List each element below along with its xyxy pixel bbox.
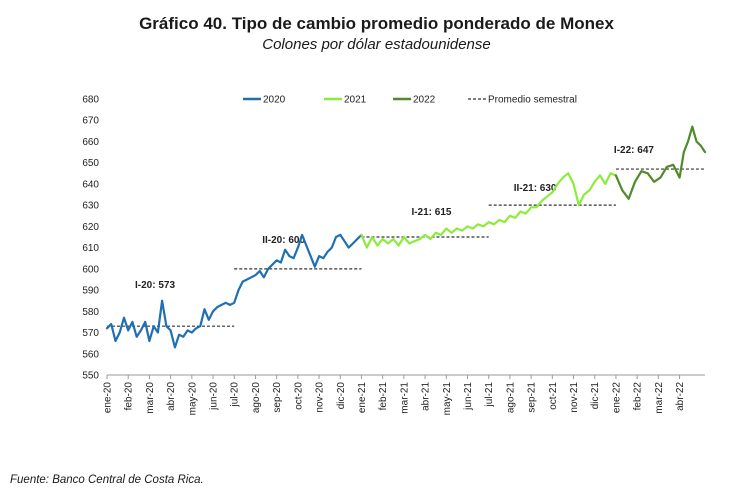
average-label: I-22: 647 bbox=[614, 145, 654, 156]
x-tick-label: abr-20 bbox=[166, 382, 177, 411]
x-tick-label: jul-20 bbox=[230, 382, 241, 408]
exchange-rate-chart: 550 560 570 580 590 600 610 620 630 640 650 660 670 6… bbox=[82, 95, 707, 416]
y-tick-label: 640 bbox=[82, 179, 99, 190]
x-tick-label: feb-20 bbox=[124, 382, 135, 411]
x-tick-label: feb-22 bbox=[633, 382, 644, 411]
x-tick-label: jun-20 bbox=[209, 382, 220, 411]
y-tick-label: 610 bbox=[82, 243, 99, 254]
title-number: Gráfico 40. bbox=[139, 14, 227, 33]
y-tick-label: 660 bbox=[82, 137, 99, 148]
x-tick-label: mar-21 bbox=[399, 382, 410, 414]
x-tick-label: abr-21 bbox=[421, 382, 432, 411]
x-tick-label: ene-22 bbox=[611, 382, 622, 414]
y-tick-label: 680 bbox=[82, 95, 99, 106]
y-tick-label: 630 bbox=[82, 201, 99, 212]
y-tick-label: 600 bbox=[82, 264, 99, 275]
x-tick-label: ago-21 bbox=[505, 382, 516, 414]
x-tick-label: ene-21 bbox=[357, 382, 368, 414]
x-tick-label: ago-20 bbox=[251, 382, 262, 414]
y-tick-label: 590 bbox=[82, 286, 99, 297]
legend-item: 2021 bbox=[344, 95, 367, 106]
x-tick-label: feb-21 bbox=[378, 382, 389, 411]
x-tick-label: dic-21 bbox=[590, 382, 601, 410]
legend-item: 2020 bbox=[263, 95, 286, 106]
x-tick-label: sep-21 bbox=[527, 382, 538, 413]
x-tick-label: may-20 bbox=[187, 382, 198, 416]
y-tick-label: 570 bbox=[82, 328, 99, 339]
x-tick-label: mar-22 bbox=[654, 382, 665, 414]
average-label: I-20: 573 bbox=[135, 280, 175, 291]
x-tick-label: oct-21 bbox=[548, 382, 559, 410]
y-tick-label: 560 bbox=[82, 349, 99, 360]
title-text: Tipo de cambio promedio ponderado de Mon… bbox=[231, 14, 614, 33]
x-tick-label: jul-21 bbox=[484, 382, 495, 408]
x-tick-label: ene-20 bbox=[103, 382, 114, 414]
y-tick-label: 550 bbox=[82, 371, 99, 382]
x-tick-label: mar-20 bbox=[145, 382, 156, 414]
x-tick-label: nov-21 bbox=[569, 382, 580, 413]
source-note: Fuente: Banco Central de Costa Rica. bbox=[10, 474, 204, 486]
x-tick-label: oct-20 bbox=[293, 382, 304, 410]
legend-item: Promedio semestral bbox=[488, 95, 577, 106]
x-tick-label: dic-20 bbox=[336, 382, 347, 410]
chart-title: Gráfico 40. Tipo de cambio promedio pond… bbox=[0, 14, 753, 34]
x-tick-label: may-21 bbox=[442, 382, 453, 416]
series-line-2021 bbox=[360, 172, 618, 249]
x-tick-label: sep-20 bbox=[272, 382, 283, 413]
y-tick-label: 620 bbox=[82, 222, 99, 233]
average-label: II-20: 600 bbox=[262, 235, 305, 246]
x-tick-label: jun-21 bbox=[463, 382, 474, 411]
average-label: II-21: 630 bbox=[514, 183, 557, 194]
legend-item: 2022 bbox=[413, 95, 436, 106]
average-label: I-21: 615 bbox=[411, 207, 451, 218]
y-tick-label: 650 bbox=[82, 158, 99, 169]
chart-subtitle: Colones por dólar estadounidense bbox=[262, 36, 491, 53]
series-line-2020 bbox=[105, 233, 363, 349]
x-tick-label: abr-22 bbox=[675, 382, 686, 411]
x-tick-label: nov-20 bbox=[315, 382, 326, 413]
y-tick-label: 670 bbox=[82, 116, 99, 127]
series-line-2022 bbox=[614, 125, 707, 200]
y-tick-label: 580 bbox=[82, 307, 99, 318]
